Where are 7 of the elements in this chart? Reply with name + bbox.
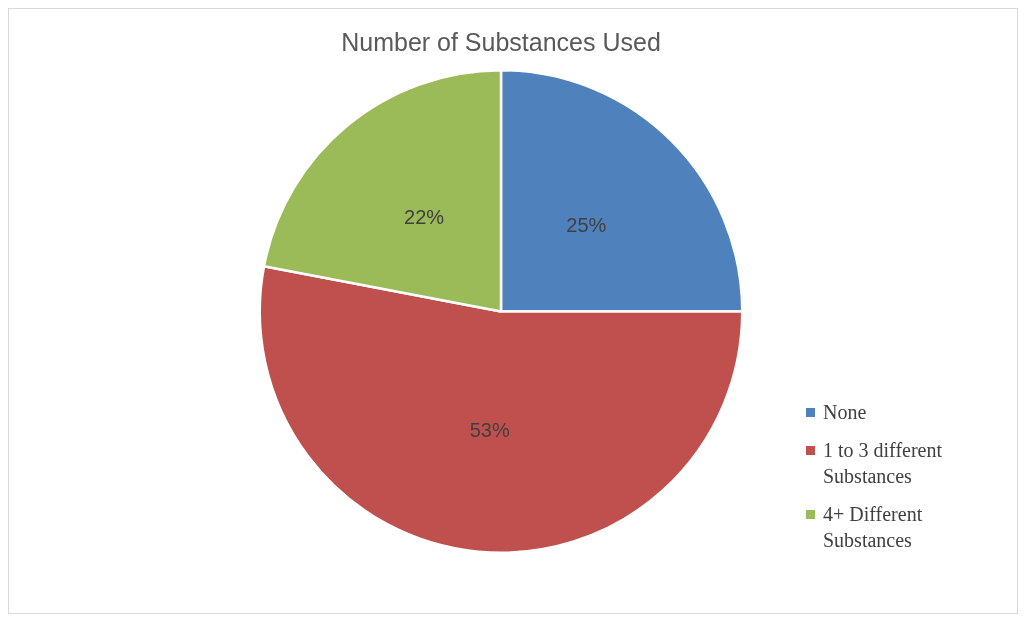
- data-label: 53%: [469, 419, 510, 442]
- legend-label: 1 to 3 different Substances: [823, 438, 944, 489]
- legend-label: 4+ Different Substances: [823, 502, 924, 553]
- data-label: 25%: [566, 213, 607, 236]
- chart-title: Number of Substances Used: [341, 27, 661, 56]
- legend-label: None: [823, 400, 867, 425]
- data-label: 22%: [404, 206, 445, 229]
